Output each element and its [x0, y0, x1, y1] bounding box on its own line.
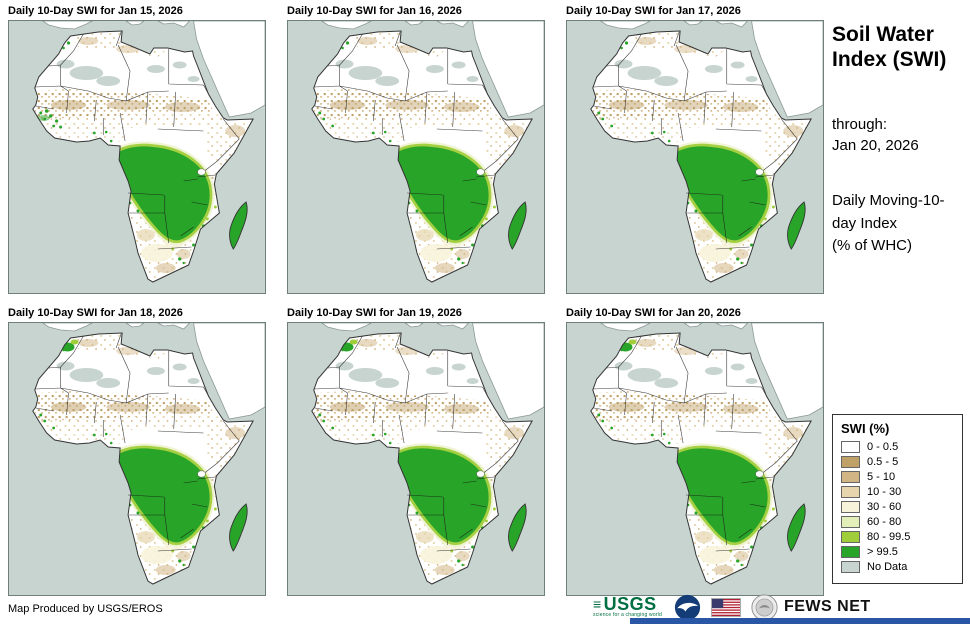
africa-map [287, 322, 545, 596]
legend-label: 30 - 60 [867, 501, 902, 513]
panel-title: Daily 10-Day SWI for Jan 15, 2026 [8, 5, 183, 17]
through-block: through: Jan 20, 2026 [832, 114, 966, 156]
legend-item: 0 - 0.5 [841, 441, 955, 453]
africa-map [566, 322, 824, 596]
legend-title: SWI (%) [841, 421, 890, 436]
us-flag-icon [710, 597, 741, 617]
legend-label: 0 - 0.5 [867, 441, 899, 453]
legend-swatch [841, 441, 860, 453]
legend-box: SWI (%) 0 - 0.5 0.5 - 5 5 - 10 10 - 30 3… [832, 414, 963, 584]
legend-swatch [841, 471, 860, 483]
legend-label: 0.5 - 5 [867, 456, 899, 468]
africa-map [287, 20, 545, 294]
state-seal-icon [751, 593, 778, 621]
index-description: Daily Moving-10-day Index (% of WHC) [832, 190, 966, 258]
through-date: Jan 20, 2026 [832, 137, 919, 155]
legend-item: No Data [841, 561, 955, 573]
usgs-bars-icon: ≡ [593, 596, 602, 612]
fews-net-logo-text: FEWS NET [783, 598, 871, 615]
map-credit: Map Produced by USGS/EROS [8, 603, 163, 615]
legend-swatch [841, 561, 860, 573]
map-panel: Daily 10-Day SWI for Jan 20, 2026 [566, 306, 824, 596]
legend-item: 60 - 80 [841, 516, 955, 528]
africa-map [8, 322, 266, 596]
legend-swatch [841, 531, 860, 543]
usgs-logo-text: USGS [603, 594, 657, 614]
map-panel: Daily 10-Day SWI for Jan 18, 2026 [8, 306, 266, 596]
legend-label: No Data [867, 561, 908, 573]
usgs-logo: ≡ USGS science for a changing world [593, 594, 662, 618]
legend-swatch [841, 546, 860, 558]
page-title: Soil Water Index (SWI) [832, 23, 947, 72]
panel-title: Daily 10-Day SWI for Jan 16, 2026 [287, 5, 462, 17]
noaa-logo-icon [674, 594, 701, 620]
map-panel: Daily 10-Day SWI for Jan 17, 2026 [566, 4, 824, 294]
map-grid: Daily 10-Day SWI for Jan 15, 2026 [8, 4, 824, 596]
legend-swatch [841, 456, 860, 468]
africa-map [566, 20, 824, 294]
legend-label: 10 - 30 [867, 486, 902, 498]
panel-title: Daily 10-Day SWI for Jan 20, 2026 [566, 307, 741, 319]
index-units: (% of WHC) [832, 237, 912, 255]
legend-item: 10 - 30 [841, 486, 955, 498]
legend-item: 80 - 99.5 [841, 531, 955, 543]
usgs-tagline: science for a changing world [593, 612, 662, 618]
legend-item: 5 - 10 [841, 471, 955, 483]
legend-item: 0.5 - 5 [841, 456, 955, 468]
sidebar: Soil Water Index (SWI) through: Jan 20, … [832, 8, 966, 258]
legend-label: 80 - 99.5 [867, 531, 911, 543]
legend-swatch [841, 501, 860, 513]
legend-item: 30 - 60 [841, 501, 955, 513]
legend-item: > 99.5 [841, 546, 955, 558]
africa-map [8, 20, 266, 294]
legend-label: > 99.5 [867, 546, 898, 558]
legend-swatch [841, 486, 860, 498]
legend-label: 5 - 10 [867, 471, 896, 483]
index-desc-text: Daily Moving-10-day Index [832, 192, 945, 232]
map-panel: Daily 10-Day SWI for Jan 16, 2026 [287, 4, 545, 294]
logo-row: ≡ USGS science for a changing world FEWS … [593, 592, 871, 622]
bottom-accent-bar [630, 618, 970, 624]
legend-swatch [841, 516, 860, 528]
panel-title: Daily 10-Day SWI for Jan 18, 2026 [8, 307, 183, 319]
panel-title: Daily 10-Day SWI for Jan 17, 2026 [566, 5, 741, 17]
panel-title: Daily 10-Day SWI for Jan 19, 2026 [287, 307, 462, 319]
through-label: through: [832, 116, 888, 134]
map-panel: Daily 10-Day SWI for Jan 15, 2026 [8, 4, 266, 294]
map-panel: Daily 10-Day SWI for Jan 19, 2026 [287, 306, 545, 596]
legend-label: 60 - 80 [867, 516, 902, 528]
